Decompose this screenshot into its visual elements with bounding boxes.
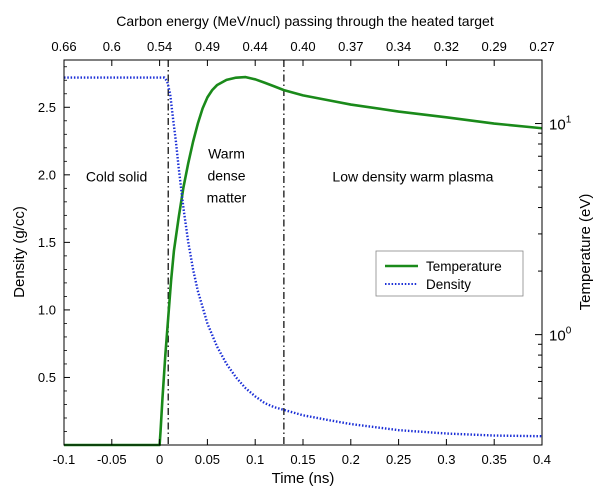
x-axis: -0.1 -0.05 0 0.05 0.1 0.15 0.2 0.25 0.3 0.35 0.4 xyxy=(53,60,551,467)
y-axis-right-title: Temperature (eV) xyxy=(577,194,594,311)
x-tick-label: 0 xyxy=(156,452,163,467)
x-axis-title: Time (ns) xyxy=(272,470,335,487)
legend-box xyxy=(375,250,524,297)
y-right-tick-label: 101 xyxy=(549,115,572,134)
region-label: Cold solid xyxy=(86,169,147,185)
legend-label-density: Density xyxy=(426,277,471,292)
y-left-tick-label: 1.0 xyxy=(38,302,56,317)
y-left-tick-label: 0.5 xyxy=(38,370,56,385)
series-line-temperature xyxy=(64,75,543,447)
top-tick-label: 0.27 xyxy=(529,39,554,54)
y-axis-right: 100 101 xyxy=(535,59,572,446)
x-tick-label: -0.1 xyxy=(53,452,75,467)
reference-lines xyxy=(167,60,285,445)
y-left-tick-label: 1.5 xyxy=(38,235,56,250)
top-tick-label: 0.44 xyxy=(243,39,268,54)
top-tick-label: 0.54 xyxy=(147,39,172,54)
legend-label-temperature: Temperature xyxy=(426,259,502,274)
top-tick-label: 0.32 xyxy=(434,39,459,54)
x-tick-label: 0.4 xyxy=(533,452,551,467)
region-label: matter xyxy=(207,190,247,206)
series-layer xyxy=(64,75,543,447)
top-tick-label: 0.49 xyxy=(195,39,220,54)
region-labels: Cold solid Warm dense matter Low density war… xyxy=(86,146,494,206)
top-axis: 0.66 0.6 0.54 0.49 0.44 0.40 0.37 0.34 0.32 0.29 0… xyxy=(51,39,554,54)
top-tick-label: 0.34 xyxy=(386,39,411,54)
top-tick-label: 0.66 xyxy=(51,39,76,54)
top-tick-label: 0.29 xyxy=(482,39,507,54)
region-label: Low density warm plasma xyxy=(332,169,493,185)
x-tick-label: 0.35 xyxy=(482,452,507,467)
y-right-tick-label: 100 xyxy=(549,326,572,345)
y-axis-left-title: Density (g/cc) xyxy=(11,206,28,298)
top-tick-label: 0.37 xyxy=(338,39,363,54)
x-tick-label: 0.1 xyxy=(246,452,264,467)
x-tick-label: 0.05 xyxy=(195,452,220,467)
region-label: dense xyxy=(207,168,245,184)
y-axis-left: 0.5 1.0 1.5 2.0 2.5 xyxy=(38,66,70,432)
top-axis-title: Carbon energy (MeV/nucl) passing through… xyxy=(116,13,494,29)
y-left-tick-label: 2.5 xyxy=(38,100,56,115)
top-tick-label: 0.40 xyxy=(290,39,315,54)
x-tick-label: 0.3 xyxy=(437,452,455,467)
x-tick-label: 0.2 xyxy=(342,452,360,467)
x-tick-label: -0.05 xyxy=(97,452,127,467)
top-tick-label: 0.6 xyxy=(103,39,121,54)
x-tick-label: 0.25 xyxy=(386,452,411,467)
region-label: Warm xyxy=(208,146,245,162)
y-left-tick-label: 2.0 xyxy=(38,167,56,182)
x-tick-label: 0.15 xyxy=(290,452,315,467)
legend: Temperature Density xyxy=(375,250,524,297)
